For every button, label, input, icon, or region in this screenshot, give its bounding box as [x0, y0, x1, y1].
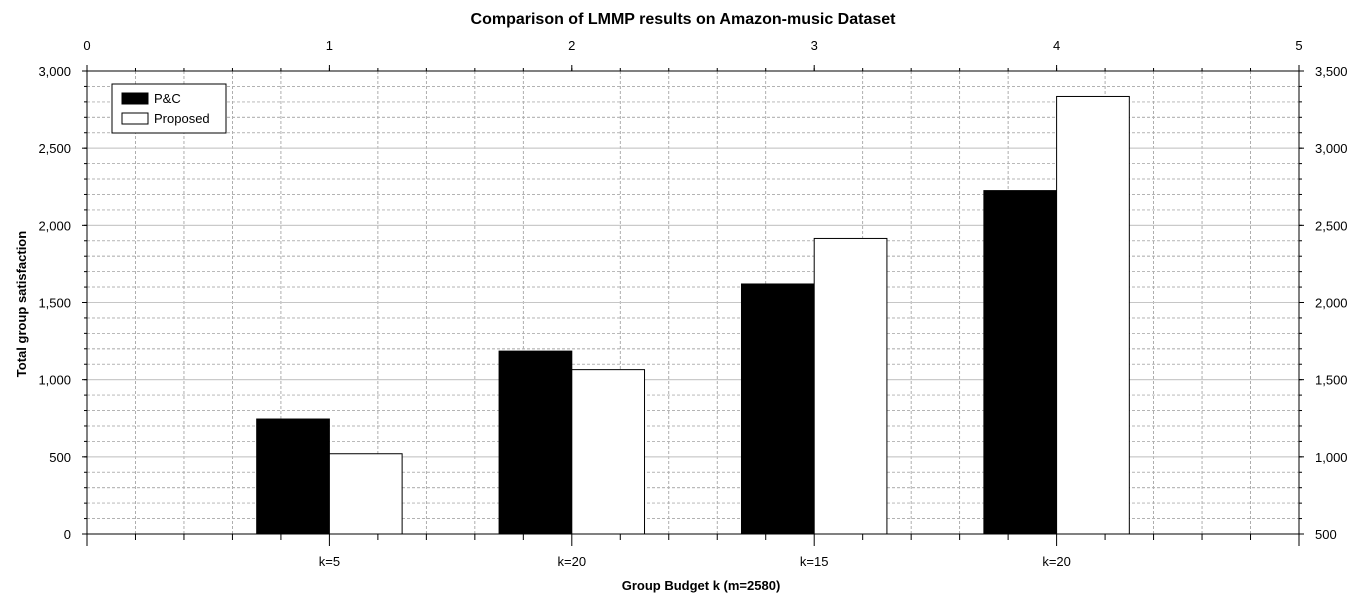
- tick-labels: 0 500 1,000 1,500 2,000 2,500 3,000 500 1,000 1,5…: [38, 38, 1347, 569]
- axis-ticks: [82, 65, 1304, 546]
- legend-label-pc: P&C: [154, 91, 181, 106]
- right-y-tick-label: 3,500: [1315, 64, 1348, 79]
- y-tick-label: 2,500: [38, 141, 71, 156]
- bar-pc: [498, 350, 573, 535]
- bars-group: [256, 95, 1130, 535]
- top-x-tick-label: 3: [811, 38, 818, 53]
- y-axis-title: Total group satisfaction: [14, 231, 29, 377]
- x-category-label: k=15: [800, 554, 829, 569]
- legend-box: [111, 83, 227, 134]
- right-y-tick-label: 2,000: [1315, 296, 1348, 311]
- x-category-label: k=20: [558, 554, 587, 569]
- x-category-label: k=20: [1042, 554, 1071, 569]
- x-category-label: k=5: [319, 554, 340, 569]
- right-y-tick-label: 3,000: [1315, 141, 1348, 156]
- right-y-tick-label: 1,000: [1315, 450, 1348, 465]
- bar-pc: [983, 190, 1058, 535]
- bar-proposed: [328, 453, 403, 535]
- bar-proposed: [813, 237, 888, 535]
- legend-swatch-proposed: [121, 112, 149, 125]
- legend-label-proposed: Proposed: [154, 111, 210, 126]
- top-x-tick-label: 5: [1295, 38, 1302, 53]
- top-x-tick-label: 1: [326, 38, 333, 53]
- chart-title: Comparison of LMMP results on Amazon-mus…: [471, 11, 897, 28]
- right-y-tick-label: 500: [1315, 527, 1337, 542]
- legend-swatch-pc: [121, 92, 149, 105]
- bar-proposed: [571, 369, 646, 535]
- legend: P&C Proposed: [111, 83, 227, 134]
- y-tick-label: 1,500: [38, 296, 71, 311]
- y-tick-label: 1,000: [38, 373, 71, 388]
- bar-proposed: [1056, 95, 1130, 535]
- y-tick-label: 0: [64, 527, 71, 542]
- top-x-tick-label: 0: [83, 38, 90, 53]
- x-axis-title: Group Budget k (m=2580): [622, 578, 781, 593]
- y-tick-label: 2,000: [38, 218, 71, 233]
- right-y-tick-label: 2,500: [1315, 218, 1348, 233]
- right-y-tick-label: 1,500: [1315, 373, 1348, 388]
- y-tick-label: 3,000: [38, 64, 71, 79]
- bar-pc: [740, 283, 815, 535]
- bar-pc: [256, 418, 330, 535]
- y-tick-label: 500: [49, 450, 71, 465]
- top-x-tick-label: 2: [568, 38, 575, 53]
- top-x-tick-label: 4: [1053, 38, 1060, 53]
